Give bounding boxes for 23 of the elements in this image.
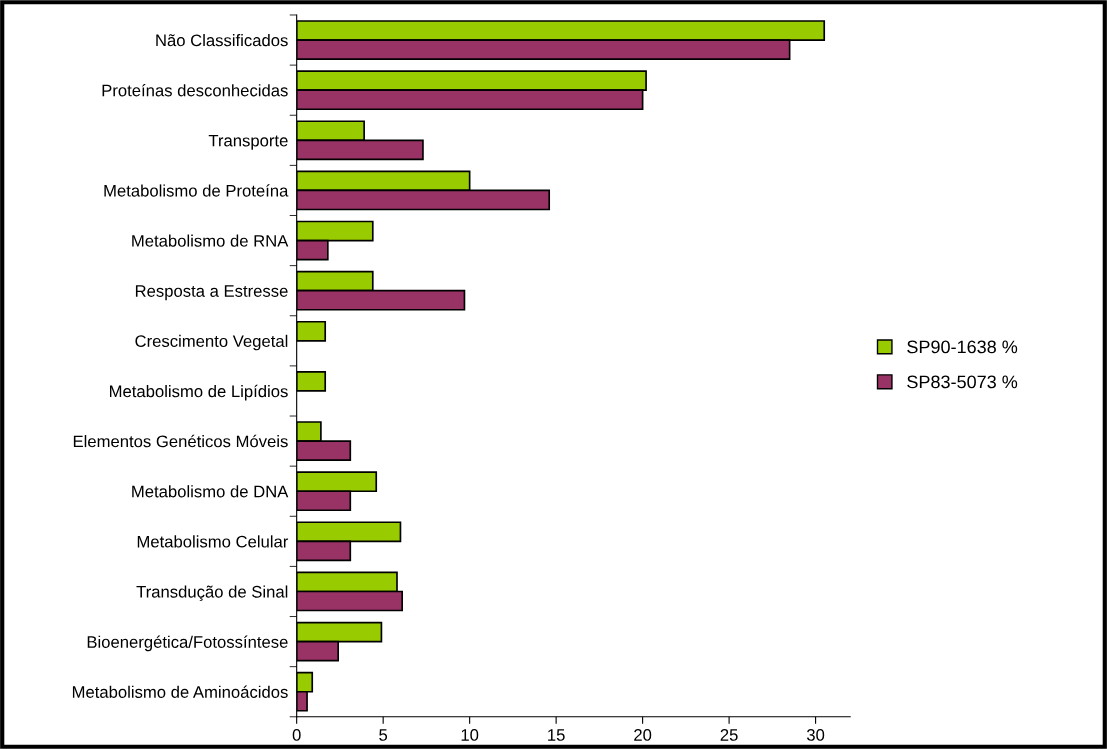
y-tick-label: Proteínas desconhecidas [102,83,288,97]
y-tick-label: Resposta a Estresse [135,285,288,301]
x-tick-label: 5 [379,729,388,741]
y-tick-label: Elementos Genéticos Móveis [73,434,288,448]
y-tick-label: Transporte [208,134,288,150]
x-tick-label: 15 [548,729,565,741]
legend-label: SP90-1638 % [907,340,1018,354]
y-tick-label: Não Classificados [156,34,288,47]
y-tick-label: Metabolismo de Proteína [104,184,289,197]
y-tick-label: Bioenergética/Fotossíntese [87,635,288,652]
y-tick-label: Metabolismo de Aminoácidos [72,685,288,698]
x-tick-label: 0 [292,729,301,741]
x-tick-label: 20 [634,729,652,741]
y-tick-label: Metabolismo de Lipídios [109,384,288,401]
y-tick-label: Crescimento Vegetal [135,334,288,351]
y-tick-label: Metabolismo de RNA [132,234,289,247]
y-tick-label: Transdução de Sinal [136,585,288,602]
y-tick-label: Metabolismo Celular [137,535,289,548]
y-tick-label: Metabolismo de DNA [132,485,289,498]
x-tick-label: 30 [806,729,825,741]
x-tick-label: 10 [461,729,479,741]
legend-label: SP83-5073 % [907,375,1018,389]
x-tick-label: 25 [720,729,738,741]
